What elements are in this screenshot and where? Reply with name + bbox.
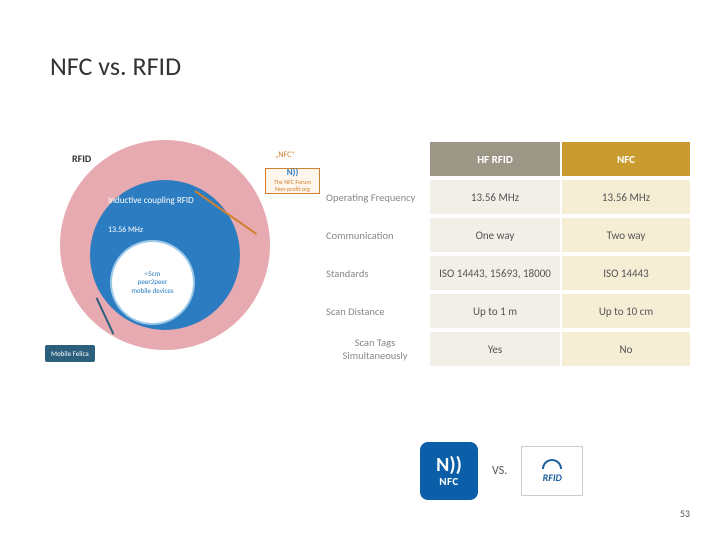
rfid-arc-icon [542,459,562,469]
nfc-forum-box: N)) The NFC Forum Non-profit org [265,168,320,194]
header-nfc: NFC [562,142,690,176]
row-rfid: Up to 1 m [430,294,560,328]
row-label: Standards [320,256,430,290]
nfc-badge-text: NFC [439,475,459,488]
comparison-table: HF RFID NFC Operating Frequency 13.56 MH… [320,142,690,366]
table-row: Standards ISO 14443, 15693, 18000 ISO 14… [320,256,690,290]
row-nfc: ISO 14443 [562,256,690,290]
header-blank [320,142,430,176]
felica-label: Mobile Felica [45,345,95,362]
row-nfc: Up to 10 cm [562,294,690,328]
page-number: 53 [680,507,690,520]
vs-badges: N)) NFC VS. RFID [420,442,583,500]
table-row: Scan Distance Up to 1 m Up to 10 cm [320,294,690,328]
table-row: Operating Frequency 13.56 MHz 13.56 MHz [320,180,690,214]
slide-title: NFC vs. RFID [50,50,181,82]
row-rfid: Yes [430,332,560,366]
table-row: Communication One way Two way [320,218,690,252]
label-frequency: 13.56 MHz [108,225,143,235]
inner-line3: mobile devices [131,287,173,295]
vs-label: VS. [492,464,507,478]
label-inductive: Inductive coupling RFID [108,195,194,206]
row-label: Scan Tags Simultaneously [320,332,430,366]
label-rfid: RFID [72,152,91,165]
venn-diagram: <5cm peer2peer mobile devices RFID Induc… [40,140,300,360]
rfid-badge-text: RFID [543,471,562,484]
nfc-wave-icon: N)) [436,455,462,475]
nfc-callout-label: „NFC" [275,150,295,160]
row-label: Operating Frequency [320,180,430,214]
venn-inner-circle: <5cm peer2peer mobile devices [110,240,195,325]
table-header-row: HF RFID NFC [320,142,690,176]
forum-line2: Non-profit org [275,186,310,193]
rfid-badge-icon: RFID [521,446,583,496]
header-rfid: HF RFID [430,142,560,176]
row-rfid: ISO 14443, 15693, 18000 [430,256,560,290]
row-rfid: One way [430,218,560,252]
row-label: Communication [320,218,430,252]
row-rfid: 13.56 MHz [430,180,560,214]
row-nfc: Two way [562,218,690,252]
row-nfc: No [562,332,690,366]
nfc-badge-icon: N)) NFC [420,442,478,500]
row-label: Scan Distance [320,294,430,328]
row-nfc: 13.56 MHz [562,180,690,214]
table-row: Scan Tags Simultaneously Yes No [320,332,690,366]
